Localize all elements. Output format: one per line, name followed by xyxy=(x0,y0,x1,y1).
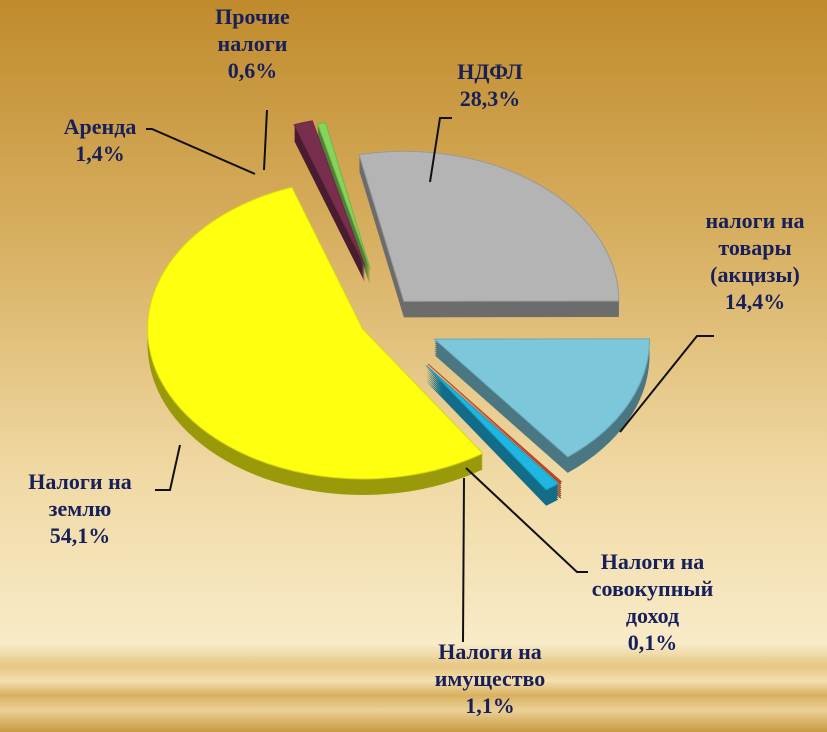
slice-label: Прочие налоги 0,6% xyxy=(195,3,310,84)
slice xyxy=(293,120,366,267)
value-label: 14,4% xyxy=(724,289,786,314)
value-label: 1,1% xyxy=(465,693,515,718)
value-label: 0,6% xyxy=(227,58,278,83)
slice-side xyxy=(317,126,371,274)
slice xyxy=(425,364,560,491)
leader-line xyxy=(155,444,181,491)
slice xyxy=(147,186,484,480)
slice-label: Аренда 1,4% xyxy=(40,113,160,167)
category: Налоги на совокупный доход xyxy=(591,549,714,628)
category: Аренда xyxy=(63,114,137,139)
slice-side xyxy=(317,130,371,278)
slice-side xyxy=(317,132,371,280)
leader-line xyxy=(146,128,256,175)
value-label: 54,1% xyxy=(49,523,111,548)
slice-label: Налоги на имущество 1,1% xyxy=(405,638,575,719)
slice-label: Налоги на совокупный доход 0,1% xyxy=(570,548,735,656)
category: Прочие налоги xyxy=(215,4,290,56)
category: НДФЛ xyxy=(457,59,523,84)
leader-line xyxy=(465,467,588,573)
value-label: 1,4% xyxy=(75,141,125,166)
slice-label: Налоги на землю 54,1% xyxy=(5,468,155,549)
leader-line xyxy=(619,335,714,433)
slice-label: НДФЛ 28,3% xyxy=(440,58,540,112)
slice-label: налоги на товары (акцизы) 14,4% xyxy=(675,207,827,315)
leader-line xyxy=(462,477,465,643)
value-label: 28,3% xyxy=(459,86,521,111)
slice xyxy=(358,150,620,302)
category: налоги на товары (акцизы) xyxy=(705,208,805,287)
value-label: 0,1% xyxy=(627,630,678,655)
slice-side xyxy=(317,128,371,276)
slice xyxy=(433,338,651,458)
slice xyxy=(427,363,563,484)
leader-line xyxy=(429,117,452,183)
category: Налоги на землю xyxy=(28,469,132,521)
slice-side xyxy=(428,366,562,485)
category: Налоги на имущество xyxy=(434,639,546,691)
leader-line xyxy=(263,109,268,171)
slice xyxy=(317,122,371,270)
